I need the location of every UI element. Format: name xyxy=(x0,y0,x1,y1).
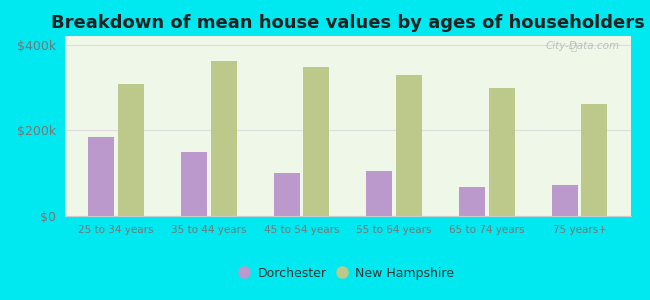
Bar xyxy=(552,185,578,216)
Bar xyxy=(304,67,329,216)
Bar xyxy=(581,104,607,216)
Text: City-Data.com: City-Data.com xyxy=(545,41,619,51)
Bar xyxy=(367,171,392,216)
Title: Breakdown of mean house values by ages of householders: Breakdown of mean house values by ages o… xyxy=(51,14,645,32)
Bar xyxy=(211,61,237,216)
Bar xyxy=(88,137,114,216)
Text: ⓘ: ⓘ xyxy=(571,41,577,51)
Bar xyxy=(181,152,207,216)
Bar xyxy=(118,84,144,216)
Bar xyxy=(274,173,300,216)
Legend: Dorchester, New Hampshire: Dorchester, New Hampshire xyxy=(236,262,460,285)
Bar xyxy=(459,187,485,216)
Bar xyxy=(396,75,422,216)
Bar xyxy=(489,88,515,216)
